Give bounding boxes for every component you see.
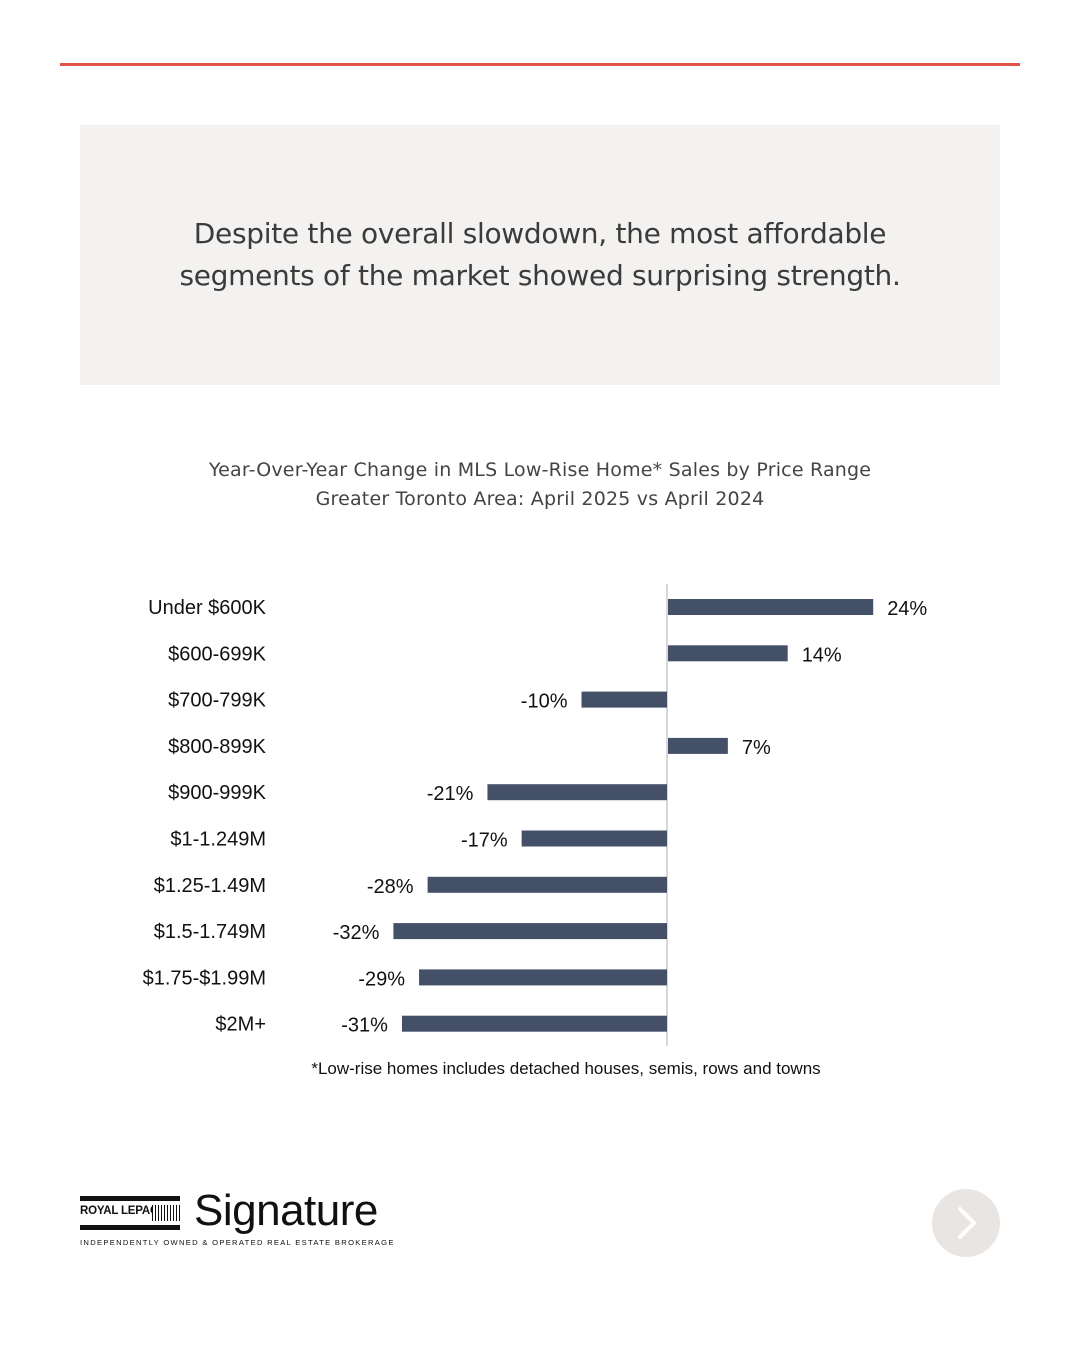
chart-footnote: *Low-rise homes includes detached houses… xyxy=(311,1059,821,1078)
brand-tagline: INDEPENDENTLY OWNED & OPERATED REAL ESTA… xyxy=(80,1238,395,1247)
bar xyxy=(393,923,667,940)
category-label: $1-1.249M xyxy=(170,829,266,851)
bar-chart: Under $600K 24% $600-699K 14% $700-799K -10% $… xyxy=(143,584,927,1046)
category-label: $2M+ xyxy=(215,1014,266,1036)
category-label: $900-999K xyxy=(168,782,267,804)
value-label: -32% xyxy=(333,922,380,944)
category-label: $600-699K xyxy=(168,643,267,665)
value-label: -21% xyxy=(427,783,474,805)
royal-lepage-mark: ROYAL LEPAGE xyxy=(80,1196,180,1230)
bar xyxy=(427,876,667,893)
bar xyxy=(668,645,788,662)
bar xyxy=(668,737,728,754)
bar xyxy=(419,969,667,986)
value-label: 14% xyxy=(802,644,842,666)
value-label: -17% xyxy=(461,830,508,852)
category-label: $700-799K xyxy=(168,690,267,712)
bar xyxy=(401,1015,667,1032)
bar xyxy=(487,784,667,801)
bar xyxy=(521,830,667,847)
chart-subtitle: Greater Toronto Area: April 2025 vs Apri… xyxy=(315,488,765,510)
callout-text: Despite the overall slowdown, the most a… xyxy=(179,217,901,292)
value-label: -29% xyxy=(358,968,405,990)
value-label: -10% xyxy=(521,691,568,713)
value-label: 24% xyxy=(887,598,927,620)
logo-word: ROYAL LEPAGE xyxy=(80,1205,167,1217)
category-label: Under $600K xyxy=(148,597,267,619)
accent-divider xyxy=(60,63,1020,66)
chart-title: Year-Over-Year Change in MLS Low-Rise Ho… xyxy=(208,459,872,481)
callout-box: Despite the overall slowdown, the most a… xyxy=(80,125,1000,385)
brand-logo: ROYAL LEPAGE Signature INDEPENDENTLY OWN… xyxy=(80,1186,420,1252)
category-label: $1.25-1.49M xyxy=(154,875,266,897)
value-label: -28% xyxy=(367,876,414,898)
category-label: $1.75-$1.99M xyxy=(143,967,266,989)
logo-name: Signature xyxy=(194,1186,378,1235)
bar xyxy=(668,599,874,615)
value-label: 7% xyxy=(742,737,771,759)
chevron-right-icon xyxy=(958,1207,976,1239)
value-label: -31% xyxy=(341,1015,388,1037)
category-label: $800-899K xyxy=(168,736,267,758)
next-button[interactable] xyxy=(932,1189,1000,1257)
category-label: $1.5-1.749M xyxy=(154,921,266,943)
bar xyxy=(581,691,667,708)
